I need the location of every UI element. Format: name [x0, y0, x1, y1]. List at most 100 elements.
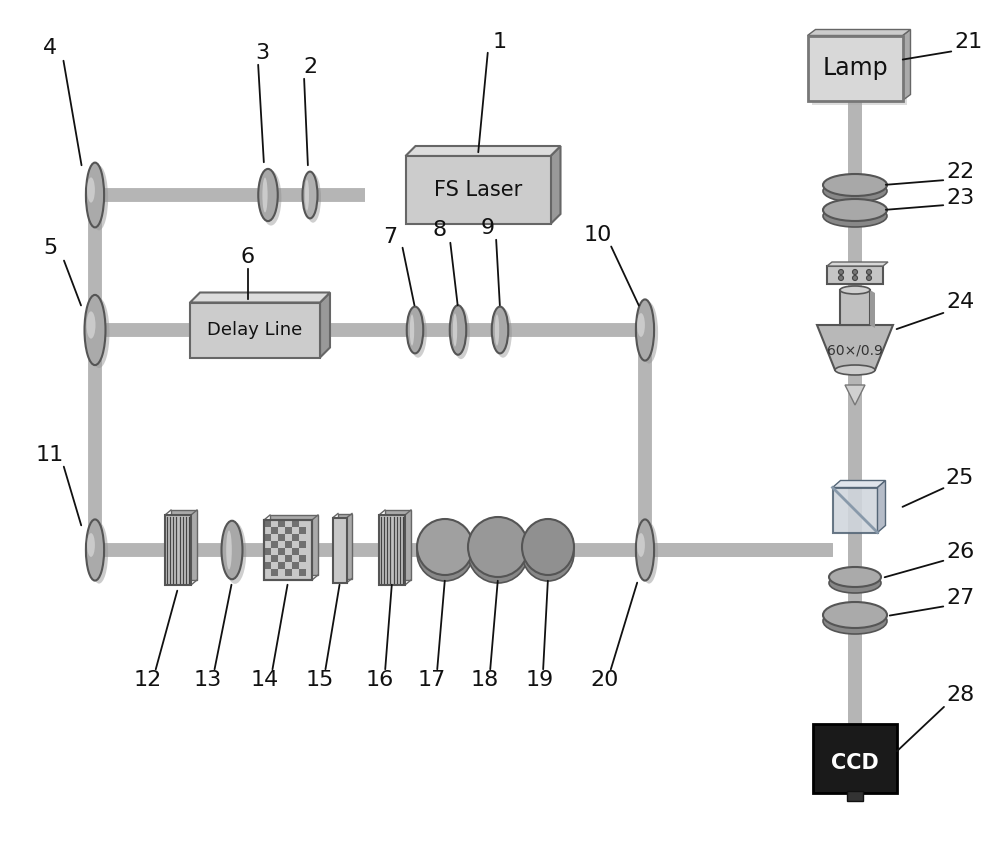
Ellipse shape — [222, 521, 242, 579]
Bar — [406, 156, 550, 224]
Polygon shape — [385, 510, 411, 580]
Circle shape — [866, 276, 872, 281]
Ellipse shape — [823, 608, 887, 634]
Ellipse shape — [409, 308, 427, 357]
Polygon shape — [550, 146, 560, 224]
Bar — [808, 35, 902, 101]
Bar — [285, 569, 292, 576]
Polygon shape — [406, 146, 560, 156]
Ellipse shape — [305, 179, 309, 211]
Text: 8: 8 — [433, 220, 447, 240]
FancyBboxPatch shape — [812, 40, 906, 104]
Text: 4: 4 — [43, 38, 57, 58]
Bar — [292, 548, 299, 555]
Ellipse shape — [410, 314, 414, 345]
Text: 18: 18 — [471, 670, 499, 690]
Ellipse shape — [87, 177, 95, 202]
Polygon shape — [270, 515, 318, 575]
Circle shape — [852, 276, 858, 281]
Polygon shape — [817, 325, 893, 370]
Text: FS Laser: FS Laser — [434, 180, 522, 200]
Bar — [278, 562, 285, 569]
Polygon shape — [379, 515, 405, 585]
Ellipse shape — [823, 205, 887, 227]
Text: 22: 22 — [946, 162, 974, 182]
Text: 23: 23 — [946, 188, 974, 208]
Ellipse shape — [494, 308, 512, 357]
Ellipse shape — [87, 533, 95, 557]
Ellipse shape — [636, 300, 654, 361]
Ellipse shape — [84, 295, 106, 365]
Polygon shape — [878, 480, 886, 532]
Bar — [278, 548, 285, 555]
Text: 19: 19 — [526, 670, 554, 690]
Bar — [827, 266, 883, 284]
Bar — [264, 548, 271, 555]
Ellipse shape — [840, 286, 870, 294]
Bar — [299, 527, 306, 534]
Bar — [292, 520, 299, 527]
Circle shape — [838, 276, 844, 281]
Ellipse shape — [637, 533, 645, 557]
Bar — [264, 534, 271, 541]
Ellipse shape — [407, 307, 423, 353]
Circle shape — [852, 269, 858, 275]
Polygon shape — [165, 515, 191, 585]
Ellipse shape — [226, 530, 232, 569]
Text: 1: 1 — [493, 32, 507, 52]
Ellipse shape — [86, 163, 104, 227]
Ellipse shape — [224, 522, 246, 584]
Ellipse shape — [835, 365, 875, 375]
Text: 5: 5 — [43, 238, 57, 258]
Ellipse shape — [823, 180, 887, 202]
Text: 28: 28 — [946, 685, 974, 705]
Ellipse shape — [261, 170, 281, 226]
Bar — [285, 527, 292, 534]
Ellipse shape — [640, 523, 658, 584]
Polygon shape — [171, 510, 197, 580]
Text: 3: 3 — [255, 43, 269, 63]
Ellipse shape — [823, 199, 887, 221]
Ellipse shape — [522, 525, 574, 581]
Ellipse shape — [823, 602, 887, 628]
Bar — [832, 487, 878, 532]
Ellipse shape — [829, 573, 881, 593]
Text: 7: 7 — [383, 227, 397, 247]
Bar — [847, 790, 863, 801]
Text: 13: 13 — [194, 670, 222, 690]
Text: 6: 6 — [241, 247, 255, 267]
Text: 21: 21 — [954, 32, 982, 52]
Polygon shape — [827, 262, 888, 266]
Ellipse shape — [452, 307, 470, 359]
Ellipse shape — [258, 169, 278, 221]
Text: 27: 27 — [946, 588, 974, 608]
Bar — [278, 520, 285, 527]
Ellipse shape — [88, 298, 110, 369]
Bar — [299, 569, 306, 576]
Text: 12: 12 — [134, 670, 162, 690]
Ellipse shape — [468, 517, 528, 577]
Text: 17: 17 — [418, 670, 446, 690]
Polygon shape — [333, 517, 347, 583]
Polygon shape — [320, 293, 330, 357]
Bar — [299, 555, 306, 562]
Ellipse shape — [417, 525, 473, 581]
Bar — [264, 520, 312, 580]
Bar — [271, 569, 278, 576]
Bar — [271, 555, 278, 562]
Ellipse shape — [302, 171, 318, 219]
Ellipse shape — [87, 312, 96, 338]
Ellipse shape — [453, 313, 457, 346]
Polygon shape — [808, 29, 910, 35]
Bar — [278, 534, 285, 541]
Ellipse shape — [636, 519, 654, 580]
Text: CCD: CCD — [831, 753, 879, 773]
Ellipse shape — [450, 306, 466, 355]
Ellipse shape — [492, 307, 508, 353]
Text: 16: 16 — [366, 670, 394, 690]
Polygon shape — [338, 513, 352, 579]
Text: 2: 2 — [303, 57, 317, 77]
Ellipse shape — [90, 523, 108, 584]
Bar — [292, 534, 299, 541]
Text: 24: 24 — [946, 292, 974, 312]
